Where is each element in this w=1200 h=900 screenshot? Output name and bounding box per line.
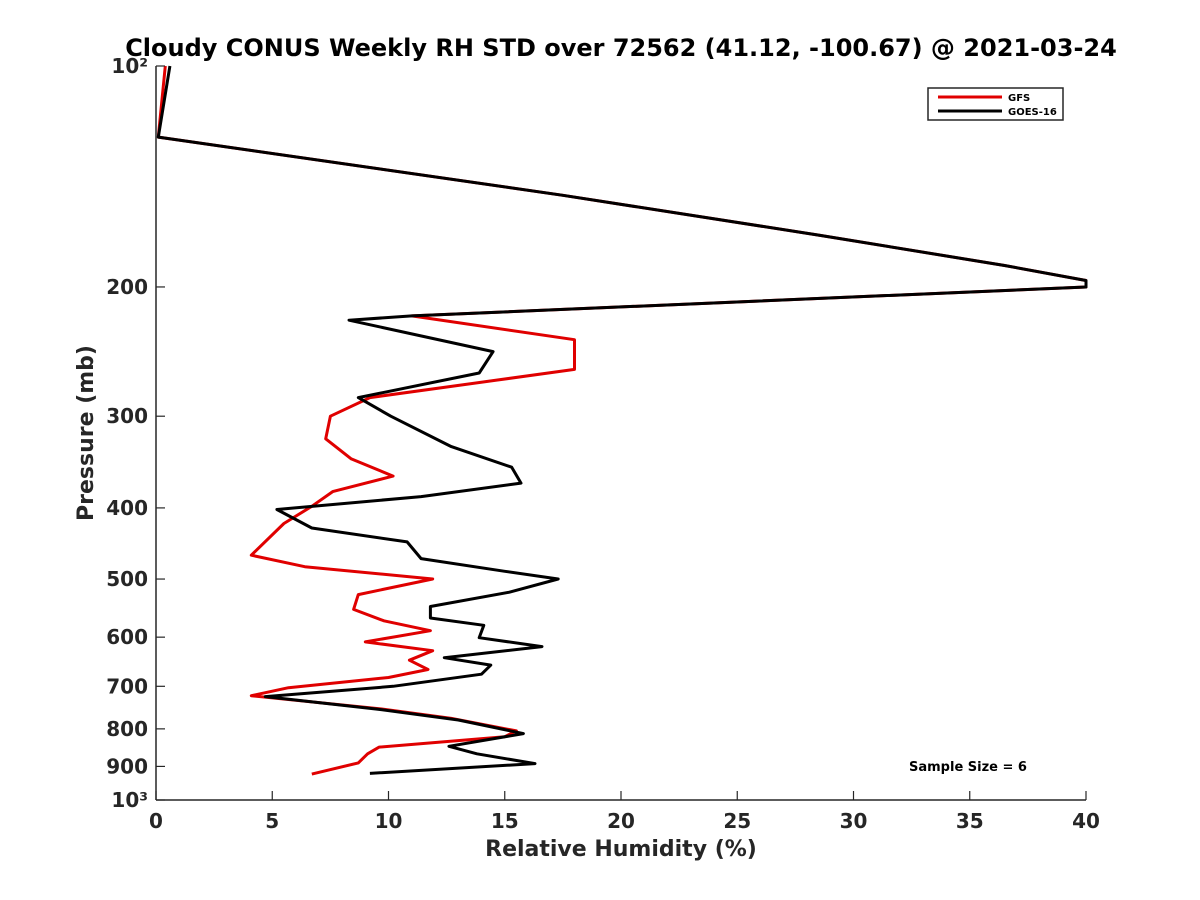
plot-area — [156, 65, 1088, 776]
y-tick-label: 800 — [106, 717, 148, 741]
legend: GFS GOES-16 — [927, 87, 1064, 121]
y-tick-label: 10² — [111, 54, 148, 78]
x-tick-label: 30 — [840, 809, 868, 833]
y-tick-label: 10³ — [111, 788, 148, 812]
y-tick-label: 200 — [106, 275, 148, 299]
sample-size-annotation: Sample Size = 6 — [909, 760, 1027, 775]
x-axis-ticks: 0 5 10 15 20 25 30 35 40 — [149, 791, 1100, 833]
chart-title: Cloudy CONUS Weekly RH STD over 72562 (4… — [125, 34, 1117, 62]
x-tick-label: 35 — [956, 809, 984, 833]
series-line-gfs — [156, 65, 1088, 776]
x-tick-label: 25 — [723, 809, 751, 833]
x-axis-label: Relative Humidity (%) — [485, 837, 757, 862]
y-tick-label: 900 — [106, 754, 148, 778]
series-line-goes-16 — [156, 65, 1088, 775]
legend-label-goes16: GOES-16 — [1008, 107, 1057, 118]
x-tick-label: 5 — [265, 809, 279, 833]
x-tick-label: 40 — [1072, 809, 1100, 833]
y-tick-label: 700 — [106, 674, 148, 698]
legend-box — [927, 87, 1064, 121]
y-axis-ticks: 10² 200 300 400 500 600 700 800 900 10³ — [106, 54, 165, 812]
y-tick-label: 400 — [106, 496, 148, 520]
y-axis-label: Pressure (mb) — [74, 345, 99, 521]
x-tick-label: 15 — [491, 809, 519, 833]
y-tick-label: 500 — [106, 567, 148, 591]
y-tick-label: 300 — [106, 404, 148, 428]
legend-label-gfs: GFS — [1008, 93, 1030, 104]
x-tick-label: 10 — [375, 809, 403, 833]
y-tick-label: 600 — [106, 625, 148, 649]
x-tick-label: 20 — [607, 809, 635, 833]
x-tick-label: 0 — [149, 809, 163, 833]
